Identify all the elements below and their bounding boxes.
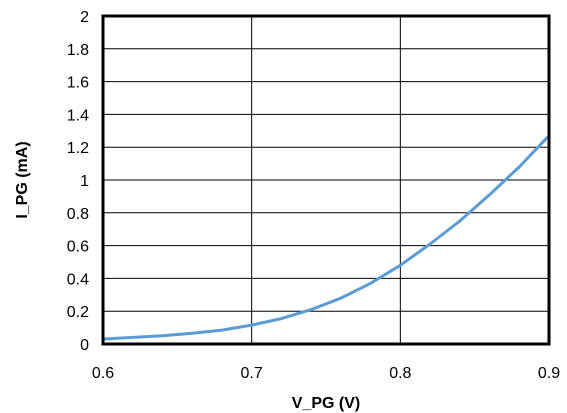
x-tick-label: 0.6: [92, 365, 114, 382]
x-axis-title: V_PG (V): [292, 395, 360, 412]
grid-lines: [103, 16, 549, 344]
y-tick-label: 0: [80, 337, 89, 354]
y-tick-label: 0.2: [67, 304, 89, 321]
y-tick-label: 0.6: [67, 239, 89, 256]
y-tick-label: 0.8: [67, 206, 89, 223]
plot-frame: [101, 14, 551, 346]
x-tick-label: 0.9: [538, 365, 560, 382]
y-tick-label: 2: [80, 9, 89, 26]
series-layer: [101, 134, 551, 341]
series-line: [101, 134, 551, 341]
y-tick-label: 1.4: [67, 107, 89, 124]
y-tick-label: 0.4: [67, 271, 89, 288]
y-tick-label: 1: [80, 173, 89, 190]
y-tick-label: 1.2: [67, 140, 89, 157]
x-tick-labels: 0.6 0.7 0.8 0.9: [92, 365, 560, 382]
x-tick-label: 0.7: [241, 365, 263, 382]
y-tick-label: 1.8: [67, 42, 89, 59]
x-tick-label: 0.8: [389, 365, 411, 382]
y-axis-title: I_PG (mA): [14, 141, 31, 218]
y-tick-label: 1.6: [67, 75, 89, 92]
y-tick-labels: 0 0.2 0.4 0.6 0.8 1 1.2 1.4 1.6 1.8 2: [67, 9, 89, 354]
